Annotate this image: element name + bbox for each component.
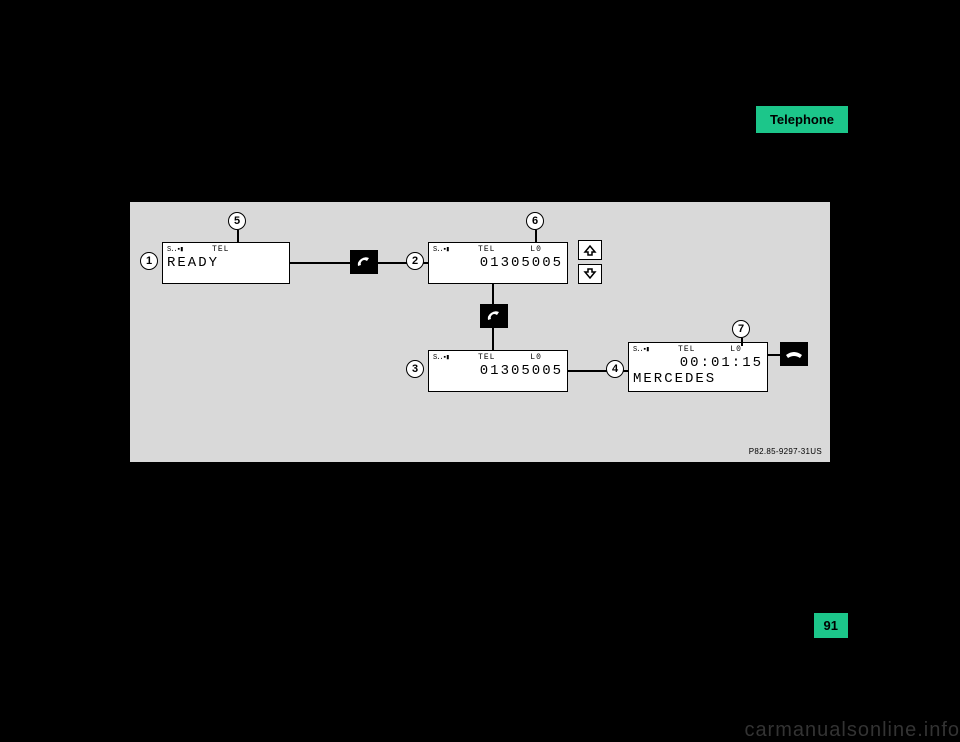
figure-code: P82.85-9297-31US (749, 447, 822, 456)
section-header-telephone: Telephone (756, 106, 848, 133)
manual-page: Telephone S..▪▮ TEL READY S..▪▮ TEL L0 0… (0, 0, 960, 742)
callout-badge-2: 2 (406, 252, 424, 270)
tel-label: TEL (478, 245, 495, 254)
lcd1-main-text: READY (167, 255, 285, 271)
callout-stem (535, 230, 537, 242)
phone-hangup-icon (780, 342, 808, 366)
connector-line (492, 284, 494, 304)
callout-badge-7: 7 (732, 320, 750, 338)
callout-stem (741, 338, 743, 346)
callout-badge-6: 6 (526, 212, 544, 230)
lcd-screen-4: S..▪▮ TEL L0 00:01:15 MERCEDES (628, 342, 768, 392)
memloc-label: L0 (530, 245, 542, 254)
lcd-screen-1: S..▪▮ TEL READY (162, 242, 290, 284)
phone-pickup-icon (350, 250, 378, 274)
callout-stem (237, 230, 239, 242)
callout-badge-5: 5 (228, 212, 246, 230)
lcd3-main-text: 01305005 (433, 363, 563, 379)
diagram-container: S..▪▮ TEL READY S..▪▮ TEL L0 01305005 S.… (130, 202, 830, 462)
lcd4-sub-text: MERCEDES (633, 371, 763, 387)
signal-indicator: S..▪▮ (167, 245, 183, 255)
lcd4-main-text: 00:01:15 (633, 355, 763, 371)
lcd2-main-text: 01305005 (433, 255, 563, 271)
arrow-up-icon (578, 240, 602, 260)
arrow-down-icon (578, 264, 602, 284)
tel-label: TEL (678, 345, 695, 354)
tel-label: TEL (478, 353, 495, 362)
connector-line (290, 262, 350, 264)
tel-label: TEL (212, 245, 229, 254)
connector-line (768, 354, 780, 356)
memloc-label: L0 (730, 345, 742, 354)
signal-indicator: S..▪▮ (433, 353, 449, 363)
lcd-screen-3: S..▪▮ TEL L0 01305005 (428, 350, 568, 392)
page-number: 91 (814, 613, 848, 638)
memloc-label: L0 (530, 353, 542, 362)
callout-badge-4: 4 (606, 360, 624, 378)
phone-pickup-icon (480, 304, 508, 328)
signal-indicator: S..▪▮ (633, 345, 649, 355)
connector-line (492, 328, 494, 350)
callout-badge-1: 1 (140, 252, 158, 270)
lcd-screen-2: S..▪▮ TEL L0 01305005 (428, 242, 568, 284)
signal-indicator: S..▪▮ (433, 245, 449, 255)
watermark-text: carmanualsonline.info (744, 719, 960, 742)
callout-badge-3: 3 (406, 360, 424, 378)
